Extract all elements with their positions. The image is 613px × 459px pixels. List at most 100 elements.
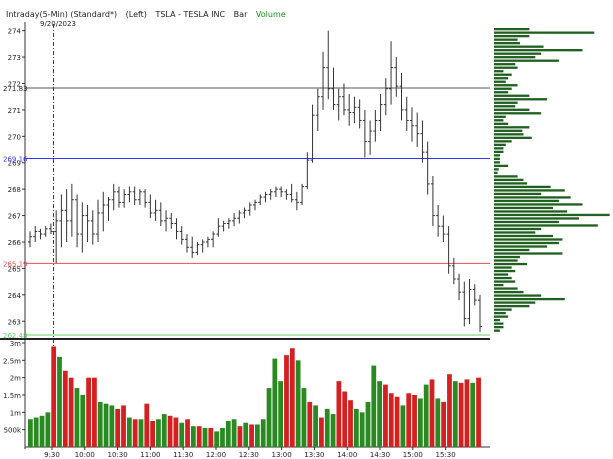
- volume-bar: [359, 412, 365, 447]
- volume-bar: [243, 422, 249, 447]
- volume-profile-bar: [494, 262, 528, 266]
- volume-bar: [447, 374, 452, 447]
- volume-bar: [62, 370, 68, 447]
- volume-bar: [132, 419, 138, 447]
- time-tick-label: 11:00: [140, 451, 160, 459]
- volume-bar: [342, 391, 348, 447]
- volume-bar: [255, 424, 260, 447]
- time-tick-label: 10:30: [108, 451, 128, 459]
- volume-profile-bar: [494, 168, 499, 171]
- volume-profile-bar: [494, 87, 512, 90]
- time-tick-label: 10:00: [75, 451, 95, 459]
- volume-bar: [80, 395, 86, 447]
- volume-bar: [115, 408, 121, 447]
- volume-profile-bar: [494, 136, 532, 139]
- volume-profile-bar: [494, 196, 571, 199]
- volume-profile-bar: [494, 210, 568, 213]
- volume-bar: [423, 384, 429, 447]
- volume-bar: [429, 379, 435, 447]
- volume-bar: [313, 405, 318, 447]
- volume-bar: [196, 426, 202, 447]
- volume-bar: [173, 417, 179, 447]
- volume-tick-label: 500k: [4, 427, 22, 435]
- volume-profile-bar: [494, 154, 500, 157]
- chart-type-label: Intraday(5-Min) (Standard*): [6, 10, 118, 19]
- volume-profile-bar: [494, 126, 530, 129]
- volume-bar: [383, 384, 388, 447]
- volume-profile-bar: [494, 56, 536, 59]
- volume-profile-bar: [494, 161, 500, 164]
- volume-profile-bar: [494, 133, 524, 136]
- time-tick-label: 12:00: [206, 451, 226, 459]
- time-tick-label: 13:00: [272, 451, 292, 459]
- volume-profile-bar: [494, 70, 504, 73]
- volume-bar: [412, 395, 417, 447]
- volume-profile-bar: [494, 325, 504, 329]
- volume-bar: [28, 419, 33, 447]
- volume-bar: [220, 427, 225, 447]
- volume-profile-bar: [494, 94, 530, 97]
- volume-profile-bar: [494, 112, 542, 115]
- volume-bar: [97, 401, 103, 447]
- volume-profile-bar: [494, 287, 518, 290]
- volume-profile-bar: [494, 98, 548, 101]
- volume-bar: [272, 358, 278, 447]
- volume-profile-bar: [494, 77, 509, 80]
- volume-bar: [377, 381, 383, 447]
- time-tick-label: 11:30: [173, 451, 193, 459]
- volume-bar: [470, 382, 476, 447]
- volume-profile-bar: [494, 199, 559, 203]
- volume-bar: [214, 431, 220, 447]
- time-tick-label: 13:30: [304, 451, 324, 459]
- volume-profile-bar: [494, 122, 509, 125]
- volume-bar: [348, 400, 353, 447]
- volume-bar: [190, 426, 196, 447]
- volume-bar: [237, 426, 243, 447]
- volume-profile-bar: [494, 66, 518, 69]
- volume-profile-bar: [494, 80, 506, 83]
- time-tick-label: 9:30: [44, 451, 60, 459]
- symbol-label: TSLA - TESLA INC: [155, 10, 226, 19]
- price-tick-label: 265: [8, 265, 21, 273]
- volume-bar: [406, 393, 412, 447]
- volume-tick-label: 2.5m: [3, 357, 21, 365]
- volume-bar: [138, 419, 144, 447]
- price-tick-label: 270: [8, 133, 21, 141]
- volume-tick-label: 2m: [10, 375, 21, 383]
- volume-profile-bar: [494, 31, 595, 34]
- volume-profile-bar: [494, 164, 509, 168]
- volume-bar: [185, 419, 190, 447]
- price-tick-label: 263: [8, 318, 21, 326]
- volume-profile-bar: [494, 248, 530, 252]
- volume-profile-bar: [494, 269, 516, 273]
- volume-bar: [74, 388, 80, 447]
- volume-bar: [208, 427, 214, 447]
- volume-bar: [336, 381, 342, 447]
- volume-bar: [260, 419, 266, 447]
- volume-bar: [92, 377, 97, 447]
- volume-profile-bar: [494, 35, 530, 38]
- volume-profile-bar: [494, 28, 530, 31]
- volume-bar: [301, 388, 307, 447]
- volume-profile-bar: [494, 308, 512, 311]
- volume-bar: [417, 398, 423, 447]
- volume-profile-bar: [494, 220, 559, 224]
- volume-profile-bar: [494, 91, 509, 94]
- volume-profile-bar: [494, 276, 512, 280]
- volume-profile-bar: [494, 297, 565, 301]
- axis-side-label: (Left): [125, 10, 147, 19]
- volume-profile-bar: [494, 304, 530, 308]
- volume-profile-bar: [494, 227, 542, 231]
- volume-bar: [476, 377, 481, 447]
- volume-profile-bar: [494, 73, 512, 76]
- price-tick-label: 271: [8, 107, 21, 115]
- volume-profile-bar: [494, 182, 528, 185]
- volume-bar: [109, 405, 115, 447]
- volume-profile-bar: [494, 49, 583, 52]
- volume-bar: [156, 419, 161, 447]
- volume-profile-bar: [494, 252, 563, 255]
- volume-bar: [45, 412, 51, 447]
- volume-profile-bar: [494, 315, 509, 318]
